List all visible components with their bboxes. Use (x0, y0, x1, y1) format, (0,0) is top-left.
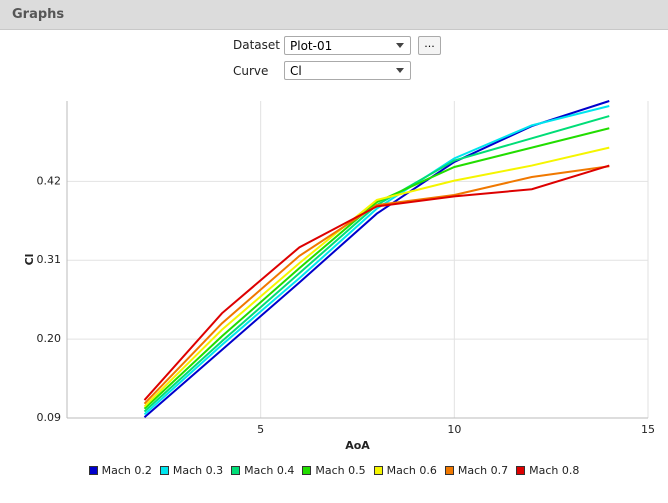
legend-item[interactable]: Mach 0.2 (88, 464, 152, 477)
legend-item[interactable]: Mach 0.3 (159, 464, 224, 477)
legend: Mach 0.2 Mach 0.3 Mach 0.4 Mach 0.5 Mach 0.6… (0, 464, 668, 477)
panel-header: Graphs (0, 0, 668, 30)
legend-label: Mach 0.6 (386, 464, 437, 477)
legend-label: Mach 0.2 (101, 464, 152, 477)
legend-swatch (159, 466, 169, 475)
y-tick-label: 0.20 (37, 332, 62, 345)
legend-label: Mach 0.7 (457, 464, 509, 477)
series-line (143, 127, 610, 410)
curve-label: Curve (233, 64, 269, 78)
dataset-select[interactable]: Plot-01 (284, 36, 411, 55)
legend-swatch (88, 466, 98, 475)
legend-item[interactable]: Mach 0.5 (302, 464, 366, 477)
legend-swatch (302, 466, 312, 475)
legend-label: Mach 0.5 (315, 464, 366, 477)
panel-title: Graphs (12, 7, 65, 22)
x-tick-label: 15 (641, 423, 655, 436)
legend-label: Mach 0.4 (244, 464, 295, 477)
series-line (143, 100, 610, 419)
more-button[interactable]: ... (418, 36, 441, 55)
legend-swatch (373, 466, 383, 475)
dataset-label: Dataset (233, 38, 280, 52)
x-tick-label: 5 (257, 423, 264, 436)
legend-swatch (444, 466, 454, 475)
series-line (143, 146, 610, 408)
y-tick-label: 0.09 (37, 411, 62, 424)
series-line (143, 165, 610, 405)
x-tick-label: 10 (447, 423, 461, 436)
legend-item[interactable]: Mach 0.6 (373, 464, 437, 477)
series-line (143, 115, 610, 413)
series-line (143, 164, 610, 401)
legend-swatch (516, 466, 526, 475)
chart: 0.09 0.20 0.31 0.42 5 10 15 AoA Cl (23, 100, 655, 452)
legend-item[interactable]: Mach 0.7 (444, 464, 509, 477)
legend-label: Mach 0.8 (529, 464, 580, 477)
legend-item[interactable]: Mach 0.8 (516, 464, 579, 477)
y-tick-label: 0.42 (37, 174, 62, 187)
legend-swatch (231, 466, 241, 475)
legend-label: Mach 0.3 (172, 464, 224, 477)
legend-item[interactable]: Mach 0.4 (231, 464, 294, 477)
curve-select[interactable]: Cl (284, 61, 411, 80)
y-axis-title: Cl (23, 254, 36, 266)
series-line (143, 105, 610, 416)
y-tick-label: 0.31 (37, 253, 62, 266)
x-axis-title: AoA (345, 439, 370, 452)
